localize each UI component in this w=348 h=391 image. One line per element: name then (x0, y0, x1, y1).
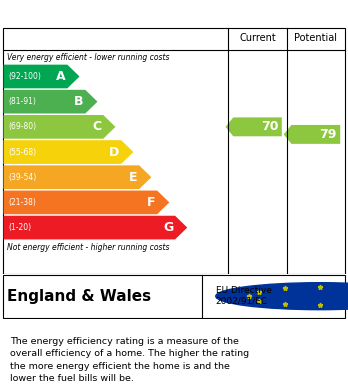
Text: (81-91): (81-91) (9, 97, 37, 106)
Polygon shape (3, 190, 169, 214)
Text: Not energy efficient - higher running costs: Not energy efficient - higher running co… (7, 242, 169, 251)
Text: B: B (74, 95, 84, 108)
Polygon shape (3, 65, 79, 88)
Text: 79: 79 (319, 128, 337, 141)
Text: (69-80): (69-80) (9, 122, 37, 131)
Text: Current: Current (239, 33, 276, 43)
Polygon shape (3, 140, 133, 164)
Text: The energy efficiency rating is a measure of the
overall efficiency of a home. T: The energy efficiency rating is a measur… (10, 337, 250, 383)
Text: (92-100): (92-100) (9, 72, 41, 81)
Polygon shape (3, 165, 151, 189)
Text: G: G (163, 221, 173, 234)
Text: Very energy efficient - lower running costs: Very energy efficient - lower running co… (7, 52, 169, 61)
Text: E: E (129, 171, 137, 184)
Text: C: C (92, 120, 102, 133)
Text: England & Wales: England & Wales (7, 289, 151, 304)
Text: (1-20): (1-20) (9, 223, 32, 232)
Text: (39-54): (39-54) (9, 173, 37, 182)
Polygon shape (284, 125, 340, 144)
Text: (55-68): (55-68) (9, 147, 37, 156)
Text: A: A (56, 70, 65, 83)
Text: EU Directive
2002/91/EC: EU Directive 2002/91/EC (216, 287, 272, 306)
Text: F: F (147, 196, 155, 209)
Text: 70: 70 (261, 120, 278, 133)
Circle shape (216, 283, 348, 310)
Polygon shape (3, 216, 187, 239)
Text: Potential: Potential (294, 33, 337, 43)
Text: D: D (109, 145, 119, 158)
Polygon shape (3, 90, 97, 113)
Text: Energy Efficiency Rating: Energy Efficiency Rating (7, 5, 217, 20)
Polygon shape (3, 115, 116, 139)
Polygon shape (226, 117, 282, 136)
Text: (21-38): (21-38) (9, 198, 37, 207)
